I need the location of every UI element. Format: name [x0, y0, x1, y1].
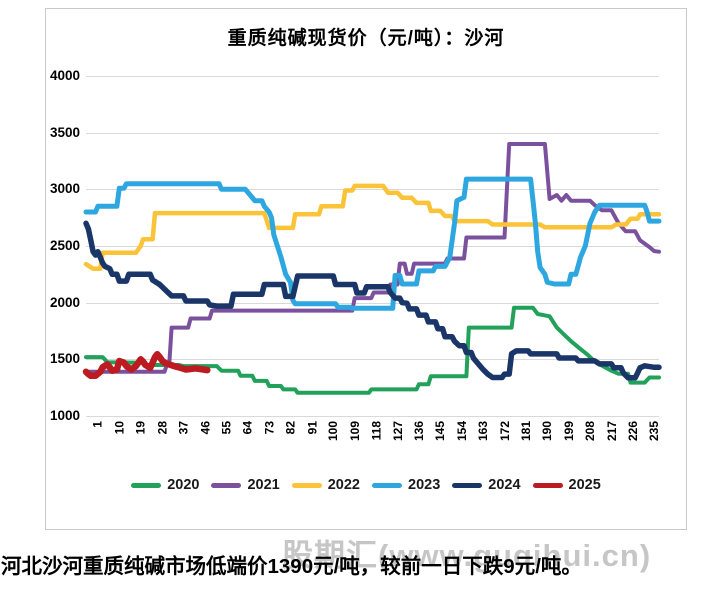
y-tick-label: 1500 [49, 351, 80, 367]
series-plot [82, 142, 662, 395]
legend-swatch [291, 482, 322, 488]
legend-swatch [211, 482, 242, 488]
y-tick-label: 3500 [49, 124, 80, 140]
legend-swatch [532, 482, 563, 488]
gridline [86, 246, 659, 247]
series-line-2024 [83, 220, 662, 381]
gridline [86, 189, 659, 191]
gridline [86, 359, 659, 361]
legend-item-2021: 2021 [211, 477, 280, 493]
legend: 2020 2021 2022 2023 2024 2025 [46, 477, 686, 493]
legend-swatch [372, 482, 402, 488]
legend-swatch [452, 482, 483, 488]
chart-title: 重质纯碱现货价（元/吨）：沙河 [227, 28, 505, 49]
gridline [86, 76, 659, 77]
legend-label: 2022 [327, 477, 360, 493]
legend-item-2020: 2020 [131, 477, 199, 493]
watermark: 股期汇(www.guqihui.cn) [282, 538, 652, 573]
series-line-2025 [82, 350, 211, 380]
series-line-2021 [84, 142, 661, 374]
legend-item-2025: 2025 [532, 477, 601, 493]
legend-label: 2024 [488, 477, 521, 493]
series-line-2023 [83, 176, 662, 311]
y-tick-label: 4000 [49, 68, 80, 83]
legend-item-2022: 2022 [291, 477, 360, 493]
y-tick-label: 2000 [49, 294, 80, 310]
legend-label: 2023 [408, 477, 441, 493]
plot-area: 4000 3500 3000 2500 2000 1500 1000 1 10 19 28 37 46… [46, 9, 686, 529]
legend-item-2024: 2024 [452, 477, 521, 493]
footer-note: 河北沙河重质纯碱市场低端价1390元/吨，较前一日下跌9元/吨。 [1, 555, 582, 578]
gridline [86, 132, 659, 134]
legend-item-2023: 2023 [372, 477, 440, 493]
legend-label: 2020 [167, 477, 200, 493]
chart-panel: 重质纯碱现货价（元/吨）：沙河 4000 3500 3000 2500 2000 1500… [45, 8, 687, 530]
y-tick-label: 1000 [49, 408, 80, 423]
legend-label: 2021 [247, 477, 280, 493]
series-line-2022 [83, 183, 662, 271]
legend-swatch [131, 482, 162, 488]
y-tick-label: 2500 [49, 238, 80, 253]
gridline [86, 302, 659, 304]
legend-label: 2025 [568, 477, 601, 493]
gridline [86, 416, 659, 417]
y-tick-label: 3000 [49, 181, 80, 197]
